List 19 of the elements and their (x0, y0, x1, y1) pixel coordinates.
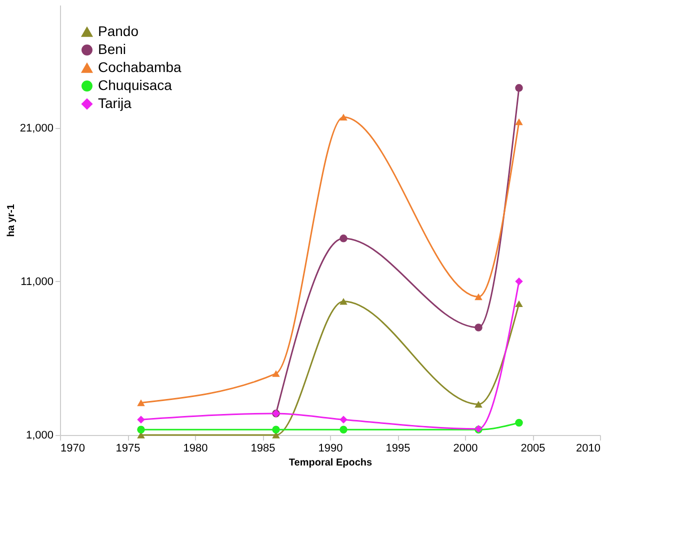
legend-label: Tarija (98, 95, 132, 111)
legend-label: Cochabamba (98, 59, 182, 75)
legend-label: Pando (98, 23, 139, 39)
x-tick-label: 2010 (576, 442, 600, 454)
y-axis-title: ha yr-1 (6, 204, 17, 237)
y-tick-label: 21,000 (20, 122, 54, 134)
x-tick-label: 1980 (183, 442, 208, 454)
x-tick-label: 1985 (250, 442, 276, 454)
x-axis-title: Temporal Epochs (288, 458, 373, 468)
x-tick-label: 2000 (453, 442, 478, 454)
y-tick-label: 11,000 (20, 276, 54, 288)
x-tick-label: 2005 (520, 442, 546, 454)
x-tick-label: 1990 (318, 442, 343, 454)
x-tick-label: 1970 (60, 442, 85, 454)
x-tick-label: 1995 (386, 442, 410, 454)
y-tick-label: 1,000 (26, 430, 54, 442)
x-tick-label: 1975 (116, 442, 140, 454)
legend-label: Beni (98, 41, 126, 57)
legend-label: Chuquisaca (98, 77, 172, 93)
